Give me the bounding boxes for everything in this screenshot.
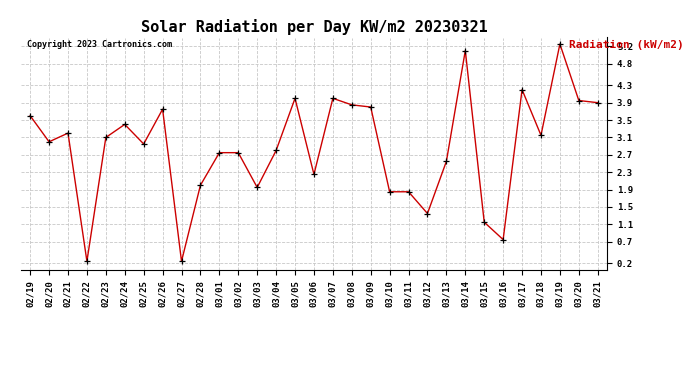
Title: Solar Radiation per Day KW/m2 20230321: Solar Radiation per Day KW/m2 20230321 xyxy=(141,19,487,35)
Text: Copyright 2023 Cartronics.com: Copyright 2023 Cartronics.com xyxy=(26,40,172,49)
Text: Radiation (kW/m2): Radiation (kW/m2) xyxy=(569,40,683,50)
